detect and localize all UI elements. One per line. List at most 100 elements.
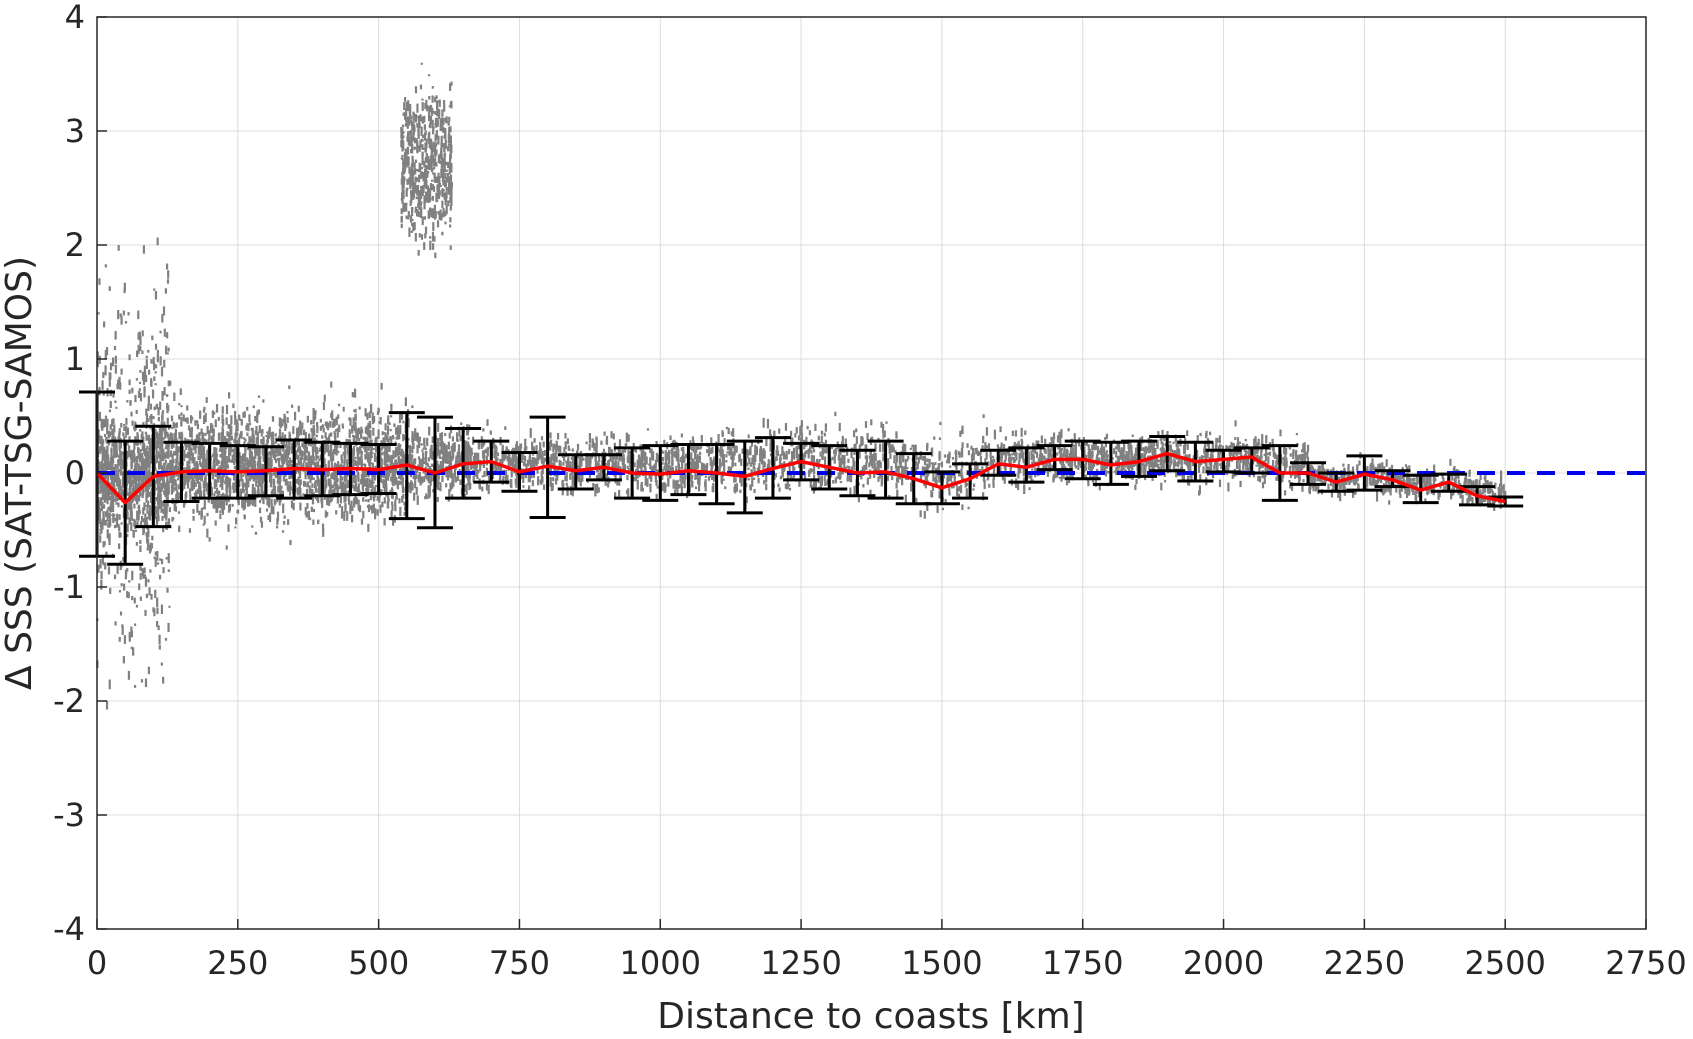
scatter-point [427,464,429,467]
scatter-point [156,551,158,561]
scatter-point [189,528,191,533]
scatter-point [373,448,375,450]
scatter-point [699,452,701,455]
scatter-point [335,450,337,455]
scatter-point [170,432,172,440]
scatter-point [360,451,362,458]
scatter-point [122,626,124,635]
scatter-point [198,511,200,515]
scatter-point [161,484,163,488]
scatter-point [105,466,107,471]
scatter-point [287,519,289,525]
scatter-point [450,135,452,145]
scatter-point [405,123,407,127]
scatter-point [532,480,534,486]
scatter-point [941,462,943,468]
scatter-point [163,360,165,368]
scatter-point [520,444,522,449]
scatter-point [147,404,149,411]
scatter-point [120,467,122,471]
scatter-point [329,487,331,490]
scatter-point [299,488,301,497]
scatter-point [110,424,112,427]
scatter-point [523,461,525,466]
scatter-point [317,520,319,522]
scatter-point [123,656,125,663]
scatter-point [367,524,369,532]
scatter-point [665,458,667,460]
scatter-point [595,484,597,487]
scatter-point [353,410,355,412]
scatter-point [311,459,313,464]
scatter-point [664,486,666,492]
scatter-point [430,475,432,482]
scatter-point [211,425,213,433]
scatter-point [130,412,132,417]
scatter-point [121,505,123,508]
scatter-point [142,330,144,336]
scatter-point [418,169,420,172]
scatter-point [401,208,403,214]
scatter-point [205,474,207,484]
scatter-point [256,437,258,443]
scatter-point [169,507,171,512]
scatter-point [111,465,113,470]
scatter-point [318,459,320,462]
scatter-point [649,483,651,492]
scatter-point [424,446,426,448]
scatter-point [367,499,369,502]
scatter-point [260,442,262,444]
scatter-point [425,130,427,135]
scatter-point [148,471,150,473]
scatter-point [288,475,290,479]
scatter-point [113,425,115,433]
scatter-point [149,441,151,450]
scatter-point [125,436,127,438]
scatter-point [216,460,218,466]
scatter-point [109,373,111,380]
scatter-point [226,456,228,466]
scatter-point [312,497,314,505]
scatter-point [136,605,138,608]
scatter-point [138,583,140,590]
scatter-point [422,102,424,111]
scatter-point [411,208,413,212]
scatter-point [252,499,254,506]
scatter-point [131,388,133,393]
scatter-point [397,429,399,432]
scatter-point [242,412,244,418]
scatter-point [219,514,221,519]
scatter-point [216,404,218,413]
scatter-point [171,454,173,457]
scatter-point [106,347,108,355]
scatter-point [433,167,435,170]
scatter-point [183,414,185,421]
scatter-point [362,497,364,502]
scatter-point [139,332,141,337]
scatter-point [419,472,421,477]
scatter-point [395,451,397,458]
scatter-point [105,511,107,517]
scatter-point [444,180,446,188]
scatter-point [445,483,447,487]
scatter-point [426,475,428,479]
scatter-point [152,390,154,399]
scatter-point [411,431,413,437]
scatter-point [250,461,252,467]
scatter-point [415,474,417,479]
scatter-point [140,573,142,580]
scatter-point [150,594,152,600]
scatter-point [419,460,421,465]
scatter-point [402,434,404,441]
scatter-point [696,466,698,470]
scatter-point [269,513,271,522]
scatter-point [161,516,163,521]
scatter-point [402,162,404,165]
scatter-point [424,216,426,219]
scatter-point [123,311,125,316]
scatter-point [178,484,180,489]
scatter-point [136,542,138,546]
scatter-point [427,194,429,203]
scatter-point [111,443,113,447]
scatter-point [410,200,412,206]
